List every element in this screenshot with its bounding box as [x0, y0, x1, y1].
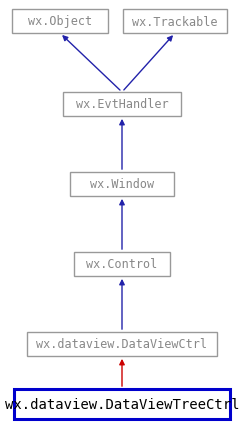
Text: wx.Trackable: wx.Trackable	[132, 15, 218, 29]
Bar	[27, 332, 217, 356]
Bar	[70, 173, 174, 196]
Bar	[74, 253, 170, 276]
Bar	[63, 93, 181, 117]
Bar	[14, 389, 230, 419]
Bar	[123, 10, 227, 34]
Text: wx.dataview.DataViewTreeCtrl: wx.dataview.DataViewTreeCtrl	[5, 397, 239, 411]
Text: wx.dataview.DataViewCtrl: wx.dataview.DataViewCtrl	[36, 338, 208, 351]
Text: wx.Control: wx.Control	[86, 258, 158, 271]
Text: wx.EvtHandler: wx.EvtHandler	[76, 98, 168, 111]
Bar	[12, 10, 108, 34]
Text: wx.Object: wx.Object	[28, 15, 92, 29]
Text: wx.Window: wx.Window	[90, 178, 154, 191]
